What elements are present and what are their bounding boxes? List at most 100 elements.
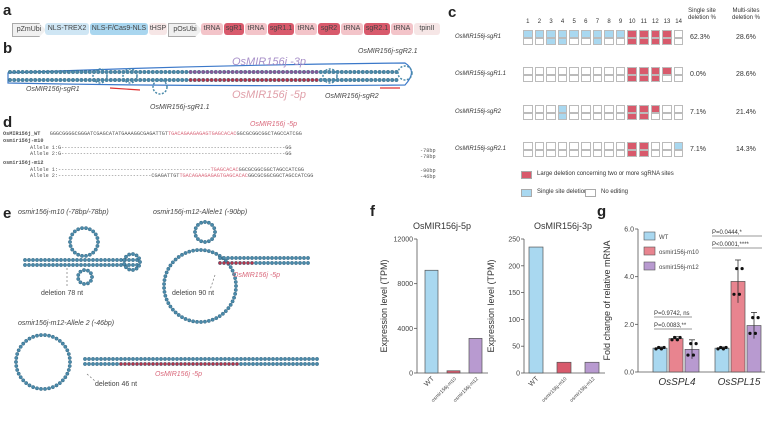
nucleotide <box>206 220 211 225</box>
nucleotide <box>63 344 68 349</box>
bar-osmir156j-m10 <box>556 361 572 374</box>
nucleotide <box>283 357 287 361</box>
column-number: 12 <box>652 19 659 25</box>
nucleotide <box>311 357 315 361</box>
nucleotide <box>274 261 278 265</box>
sgR21-label: OsMIR156j-sgR2.1 <box>358 48 418 55</box>
grid-cell <box>546 67 556 75</box>
nucleotide <box>196 223 200 227</box>
nucleotide <box>191 319 195 324</box>
nucleotide <box>295 362 299 366</box>
nucleotide <box>167 78 172 83</box>
nucleotide <box>255 357 259 361</box>
nucleotide <box>175 362 179 366</box>
grid-cell <box>650 74 661 82</box>
nucleotide <box>162 286 166 290</box>
nucleotide <box>139 362 143 366</box>
nucleotide <box>103 357 107 361</box>
nucleotide <box>60 378 65 383</box>
grid-cell <box>604 74 614 82</box>
nucleotide <box>369 69 374 74</box>
nucleotide <box>238 261 242 265</box>
nucleotide <box>205 69 210 74</box>
nucleotide <box>16 78 21 83</box>
nucleotide <box>50 78 55 83</box>
nucleotide <box>289 78 294 83</box>
nucleotide <box>83 258 87 262</box>
nucleotide <box>250 256 254 260</box>
single-pct: 62.3% <box>690 34 710 41</box>
data-point <box>732 292 736 296</box>
nucleotide <box>279 357 283 361</box>
nucleotide <box>21 341 26 346</box>
nucleotide <box>233 280 238 284</box>
x-tick-label: WT <box>528 375 541 388</box>
data-point <box>756 316 760 320</box>
nucleotide <box>264 78 269 83</box>
grid-cell <box>534 37 545 45</box>
data-point <box>678 335 682 340</box>
nucleotide <box>235 362 239 366</box>
panel-label-d: d <box>3 114 13 131</box>
nucleotide <box>55 258 59 262</box>
y-tick-label: 8000 <box>397 281 413 288</box>
m10-del1: -78bp <box>420 148 436 154</box>
nucleotide <box>45 78 50 83</box>
nucleotide <box>66 352 71 356</box>
grid-cell <box>673 67 684 75</box>
nucleotide <box>159 362 163 366</box>
nucleotide <box>16 348 21 353</box>
nucleotide <box>234 256 238 260</box>
nucleotide <box>103 263 107 267</box>
loop <box>122 68 138 84</box>
nucleotide <box>339 78 344 83</box>
nucleotide <box>218 256 222 260</box>
nucleotide <box>303 357 307 361</box>
nucleotide <box>231 362 235 366</box>
nucleotide <box>143 357 147 361</box>
column-number: 3 <box>549 19 553 25</box>
nucleotide <box>70 69 75 74</box>
nucleotide <box>87 263 91 267</box>
nucleotide <box>223 309 228 314</box>
grid-cell <box>592 37 603 45</box>
grid-cell <box>523 74 533 82</box>
grid-cell <box>662 105 672 113</box>
grid-cell <box>639 105 649 113</box>
nucleotide <box>170 307 175 312</box>
grid-cell <box>534 112 545 120</box>
nucleotide <box>307 357 311 361</box>
construct-segment-trna: tRNA <box>245 23 267 35</box>
nucleotide <box>222 256 226 260</box>
single-pct: 7.1% <box>690 146 706 153</box>
nucleotide <box>226 306 231 311</box>
nucleotide <box>360 78 365 83</box>
nucleotide <box>168 263 173 268</box>
nucleotide <box>377 69 382 74</box>
nucleotide <box>115 362 119 366</box>
nucleotide <box>394 78 399 83</box>
data-point <box>659 347 664 351</box>
nucleotide <box>134 266 139 271</box>
nucleotide <box>281 69 286 74</box>
grid-cell <box>523 149 533 157</box>
nucleotide <box>54 383 59 388</box>
nucleotide <box>259 362 263 366</box>
nucleotide <box>138 78 143 83</box>
grid-cell <box>627 105 637 113</box>
nucleotide <box>289 69 294 74</box>
nucleotide <box>242 256 246 260</box>
nucleotide <box>125 78 130 83</box>
nucleotide <box>65 348 70 353</box>
nucleotide <box>20 69 25 74</box>
construct-segment-trna: tRNA <box>341 23 363 35</box>
m12-del1: -90bp <box>420 168 436 174</box>
nucleotide <box>171 357 175 361</box>
nucleotide <box>285 78 290 83</box>
nucleotide <box>238 256 242 260</box>
nucleotide <box>206 239 211 244</box>
nucleotide <box>90 275 94 279</box>
nucleotide <box>47 263 51 267</box>
nucleotide <box>175 69 180 74</box>
significance-annotation: P=0.0083,** <box>654 323 687 329</box>
